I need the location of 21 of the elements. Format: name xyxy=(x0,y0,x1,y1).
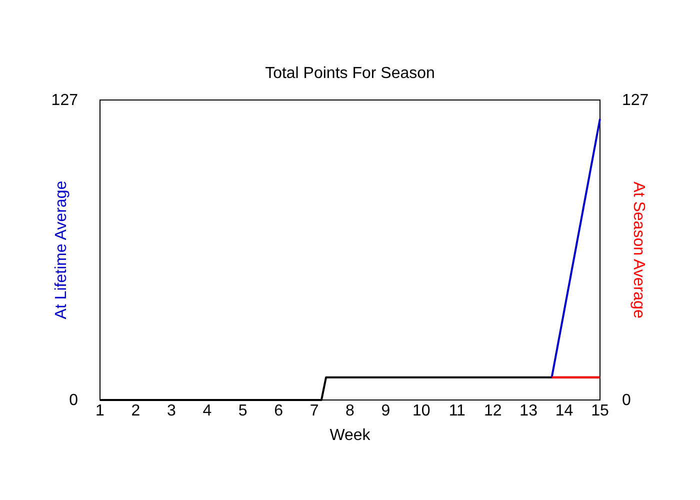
x-tick-label: 15 xyxy=(591,402,609,420)
x-tick-label: 1 xyxy=(96,402,105,420)
x-tick-label: 3 xyxy=(166,402,176,420)
x-tick-label: 10 xyxy=(412,402,430,420)
x-tick-label: 8 xyxy=(346,402,355,420)
x-tick-label: 4 xyxy=(202,402,212,420)
y-axis-title: At Lifetime Average xyxy=(53,180,70,320)
x-tick-label: 9 xyxy=(381,402,390,420)
x-tick-label: 13 xyxy=(520,402,538,420)
x-tick-label: 12 xyxy=(484,402,502,420)
x-tick-label: 7 xyxy=(310,402,319,420)
y2-tick-label: 0 xyxy=(622,392,631,410)
x-tick-label: 2 xyxy=(131,402,140,420)
x-tick-label: 11 xyxy=(448,402,466,420)
y2-axis-title: At Season Average xyxy=(630,182,647,318)
y2-tick-label: 127 xyxy=(622,92,649,110)
x-tick-label: 14 xyxy=(555,402,574,420)
x-tick-label: 6 xyxy=(274,402,284,420)
x-axis-title: Week xyxy=(330,427,372,444)
chart-title: Total Points For Season xyxy=(265,65,435,82)
x-tick-label: 5 xyxy=(238,402,248,420)
